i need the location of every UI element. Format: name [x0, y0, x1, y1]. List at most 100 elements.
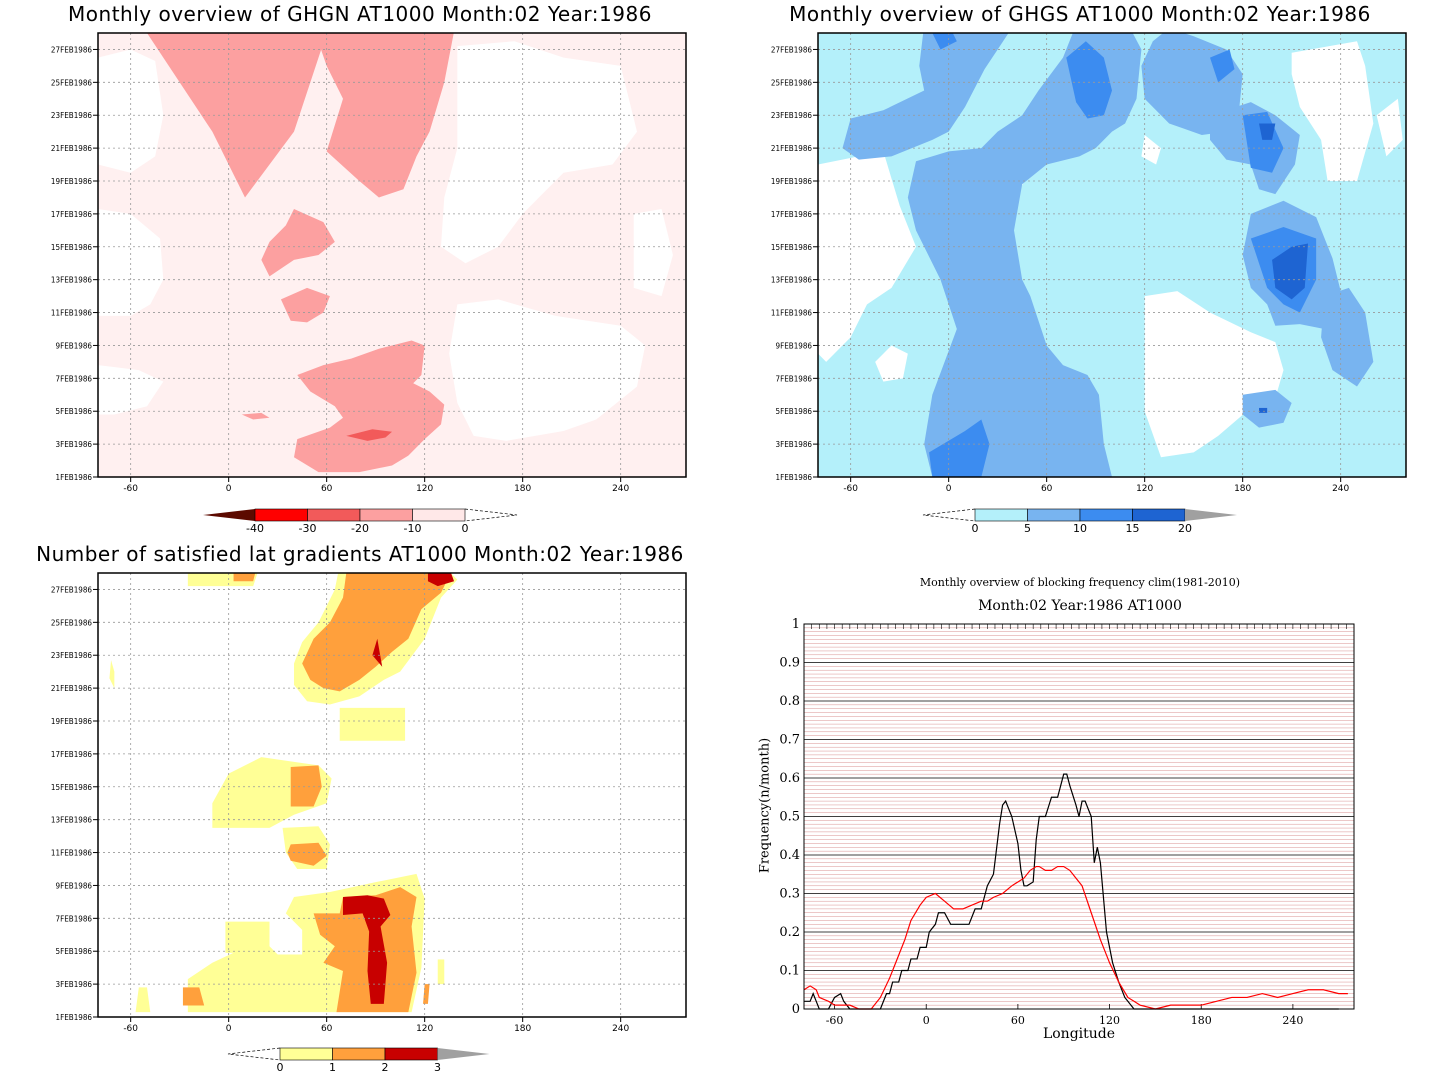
x-tick-label: 240	[1282, 1014, 1303, 1027]
y-tick-label: 9FEB1986	[55, 881, 92, 890]
contour-region	[294, 340, 445, 473]
colorbar-segment	[307, 508, 361, 522]
colorbar-open-end	[464, 508, 518, 522]
lat-gradients-heatmap: -60 0 60 120 180 2401FEB19863FEB19865FEB19867…	[51, 572, 687, 1074]
y-tick-label: 21FEB1986	[51, 684, 93, 693]
contour-region	[437, 959, 445, 985]
colorbar-arrow	[437, 1048, 490, 1060]
x-tick-label: 0	[226, 1024, 232, 1034]
y-tick-label: 17FEB1986	[51, 210, 93, 219]
plot-area	[98, 33, 686, 477]
lat-gradients-panel: Number of satisfied lat gradients AT1000…	[0, 545, 720, 1091]
plot-frame	[97, 572, 687, 1018]
contour-region	[1259, 123, 1276, 140]
y-tick-label: 3FEB1986	[775, 440, 812, 449]
y-tick-label: 5FEB1986	[775, 407, 812, 416]
no-data-region	[633, 208, 673, 297]
x-tick-label: -60	[826, 1014, 844, 1027]
contour-region	[372, 638, 383, 667]
y-tick-label: 9FEB1986	[55, 341, 92, 350]
colorbar-label: -30	[299, 522, 317, 535]
y-tick-label: 13FEB1986	[51, 276, 93, 285]
ghgn-heatmap: -60 0 60 120 180 240 1FEB1986 3FEB1986 5FEB1986 7…	[51, 32, 687, 535]
colorbar-label: -40	[246, 522, 264, 535]
contour-region	[261, 208, 335, 277]
no-data-region	[441, 41, 637, 264]
x-tick-label: 180	[514, 484, 531, 494]
contour-region	[1272, 243, 1308, 300]
plot-area	[98, 573, 686, 1017]
colorbar-label: 0	[972, 522, 979, 535]
series-line-1	[803, 865, 1348, 1010]
y-tick-label: 27FEB1986	[771, 45, 813, 54]
contour-region	[343, 895, 391, 1004]
contour-region	[1066, 41, 1112, 119]
y-tick-label: 0.8	[779, 694, 800, 709]
y-tick-label: 15FEB1986	[51, 783, 93, 792]
x-tick-label: 0	[226, 484, 232, 494]
colorbar-segment	[332, 1047, 386, 1061]
x-tick-label: 0	[923, 1014, 930, 1027]
y-tick-label: 0.9	[779, 656, 800, 671]
y-tick-label: 17FEB1986	[51, 750, 93, 759]
x-tick-label: -60	[843, 484, 858, 494]
series-line-0	[804, 773, 1339, 1010]
colorbar-label: 10	[1073, 522, 1087, 535]
colorbar-label: -10	[404, 522, 422, 535]
x-tick-label: -60	[123, 1024, 138, 1034]
contour-region	[287, 842, 327, 866]
x-tick-label: 120	[416, 484, 433, 494]
contour-region	[147, 33, 327, 198]
colorbar-segment	[359, 508, 413, 522]
y-tick-label: 25FEB1986	[771, 78, 813, 87]
y-tick-label: 23FEB1986	[51, 651, 93, 660]
contour-region	[225, 921, 270, 953]
x-axis-label: Longitude	[1042, 1026, 1116, 1042]
y-tick-label: 19FEB1986	[51, 717, 93, 726]
x-tick-label: 180	[1191, 1014, 1212, 1027]
contour-region	[182, 987, 205, 1006]
y-tick-label: 25FEB1986	[51, 618, 93, 627]
x-tick-label: 60	[321, 1024, 333, 1034]
x-tick-label: 0	[946, 484, 952, 494]
y-tick-label: 0.1	[779, 964, 800, 979]
plot-frame	[97, 32, 687, 478]
y-tick-label: 0.4	[779, 848, 800, 863]
no-data-region	[875, 345, 908, 382]
contour-region	[1259, 407, 1268, 413]
y-tick-label: 3FEB1986	[55, 980, 92, 989]
plot-frame	[803, 623, 1355, 1010]
ghgn-panel: Monthly overview of GHGN AT1000 Month:02…	[0, 0, 720, 545]
contour-region	[842, 33, 1009, 160]
no-data-region	[818, 151, 916, 362]
y-tick-label: 9FEB1986	[775, 341, 812, 350]
chart-title: Monthly overview of blocking frequency c…	[919, 576, 1241, 589]
chart-title: Monthly overview of GHGS AT1000 Month:02…	[789, 2, 1371, 26]
colorbar-label: 1	[329, 1061, 336, 1074]
colorbar-label: 0	[277, 1061, 284, 1074]
y-tick-label: 0.2	[779, 925, 800, 940]
y-tick-label: 25FEB1986	[51, 78, 93, 87]
chart-title: Number of satisfied lat gradients AT1000…	[36, 545, 684, 566]
y-tick-label: 3FEB1986	[55, 440, 92, 449]
no-data-region	[1376, 98, 1403, 157]
colorbar-label: -20	[351, 522, 369, 535]
contour-region	[290, 765, 322, 807]
y-tick-label: 11FEB1986	[51, 309, 93, 318]
y-tick-label: 27FEB1986	[51, 585, 93, 594]
colorbar-open-end	[227, 1047, 281, 1061]
y-tick-label: 15FEB1986	[771, 243, 813, 252]
colorbar-segment	[384, 1047, 438, 1061]
y-tick-label: 1FEB1986	[55, 473, 92, 482]
y-tick-label: 0.3	[779, 887, 800, 902]
y-tick-label: 1FEB1986	[775, 473, 812, 482]
y-tick-label: 0.5	[779, 810, 800, 825]
colorbar-label: 2	[382, 1061, 389, 1074]
colorbar-segment	[974, 508, 1028, 522]
y-tick-label: 27FEB1986	[51, 45, 93, 54]
y-tick-label: 0.6	[779, 771, 800, 786]
colorbar-segment	[279, 1047, 333, 1061]
contour-region	[135, 987, 151, 1013]
y-tick-label: 1FEB1986	[55, 1013, 92, 1022]
contour-region	[1242, 389, 1292, 428]
